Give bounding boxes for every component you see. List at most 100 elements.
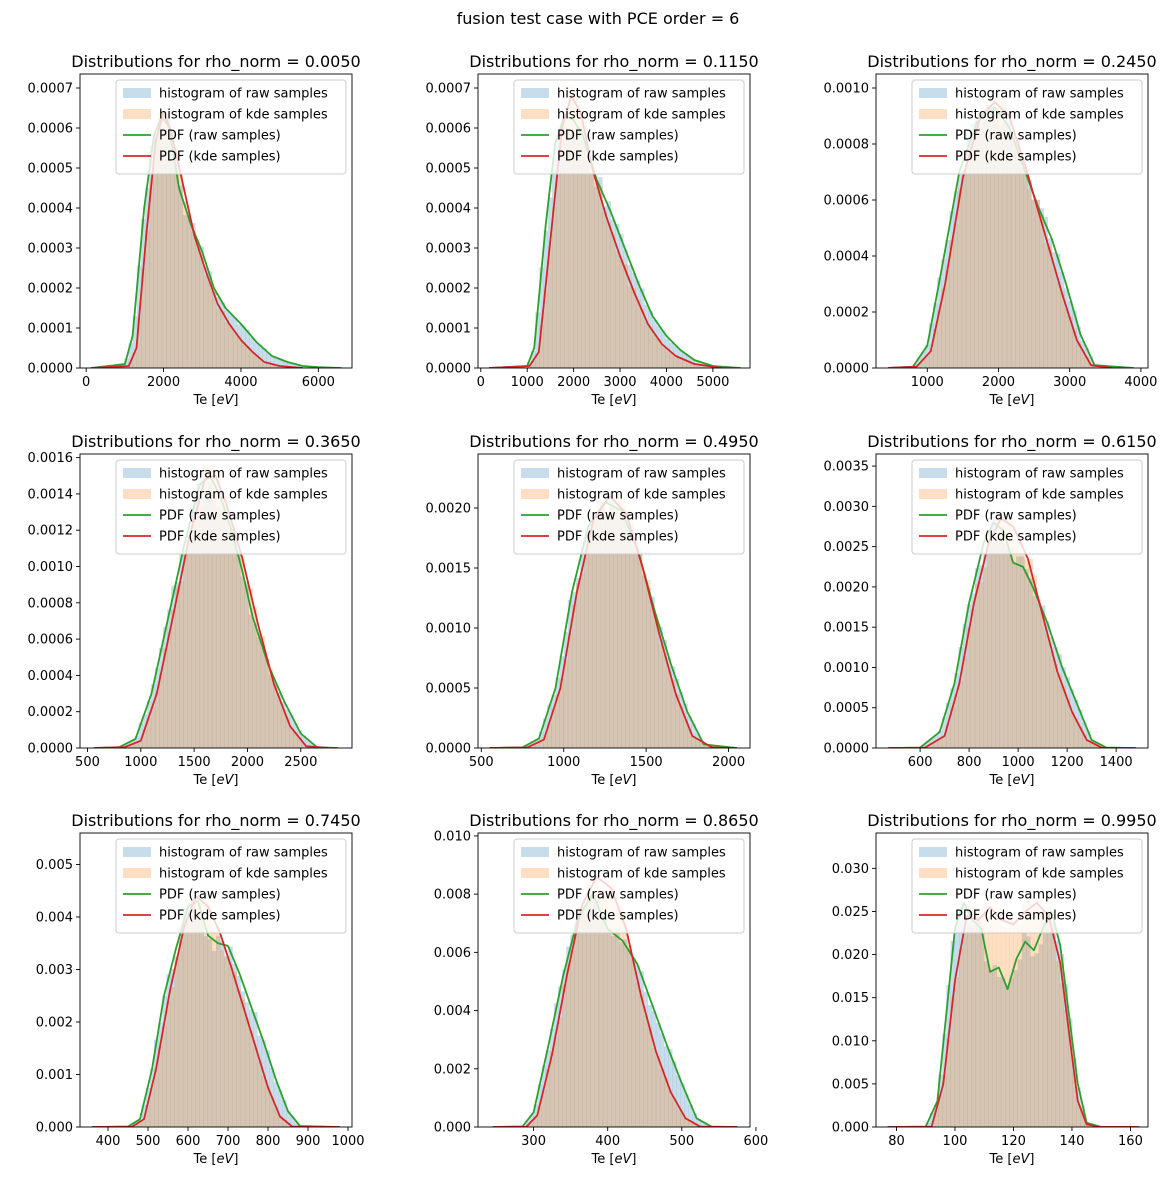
raw-hist-bar	[290, 1116, 295, 1127]
raw-hist-bar	[611, 935, 616, 1127]
x-tick-label: 2000	[231, 755, 264, 770]
kde-hist-bar	[623, 264, 628, 368]
raw-hist-bar	[558, 986, 563, 1127]
y-tick-label: 0.0001	[426, 322, 472, 337]
raw-hist-bar	[178, 927, 184, 1127]
raw-hist-bar	[1047, 238, 1053, 368]
kde-hist-bar	[1023, 167, 1028, 368]
kde-hist-bar	[171, 609, 176, 748]
y-tick-label: 0.0004	[426, 202, 472, 217]
kde-hist-bar	[679, 707, 684, 748]
kde-hist-bar	[643, 1015, 649, 1127]
raw-hist-bar	[273, 682, 278, 748]
kde-hist-bar	[1013, 920, 1018, 1127]
raw-hist-bar	[986, 104, 991, 368]
legend-label: histogram of raw samples	[955, 846, 1124, 861]
legend-label: PDF (kde samples)	[557, 150, 679, 165]
kde-hist-bar	[1060, 291, 1065, 368]
raw-hist-bar	[639, 971, 644, 1127]
raw-hist-bar	[220, 940, 225, 1127]
raw-hist-bar	[1036, 602, 1042, 748]
raw-hist-bar	[282, 1100, 287, 1127]
raw-hist-bar	[228, 314, 234, 368]
kde-hist-bar	[684, 1118, 689, 1127]
raw-hist-bar	[191, 899, 196, 1127]
kde-hist-bar	[639, 994, 644, 1127]
pdf-raw-line	[887, 901, 1140, 1127]
raw-hist-bar	[178, 185, 184, 368]
raw-hist-bar	[535, 312, 540, 368]
legend-label: histogram of raw samples	[557, 87, 726, 102]
raw-hist-bar	[1035, 199, 1040, 368]
kde-hist-bar	[665, 348, 670, 368]
raw-hist-bar	[1057, 654, 1062, 748]
legend-raw-hist-swatch	[919, 468, 947, 478]
kde-hist-bar	[289, 727, 294, 748]
raw-hist-bar	[207, 481, 213, 748]
x-tick-label: 800	[957, 755, 982, 770]
kde-hist-bar	[261, 1075, 266, 1127]
kde-hist-bar	[582, 906, 587, 1127]
raw-hist-bar	[606, 201, 612, 368]
legend: histogram of raw samples histogram of kde…	[513, 459, 745, 555]
raw-hist-bar	[167, 609, 172, 748]
kde-hist-bar	[191, 231, 196, 368]
raw-hist-bar	[584, 528, 589, 748]
raw-hist-bar	[158, 1022, 163, 1127]
raw-hist-bar	[1027, 179, 1032, 368]
kde-hist-bar	[253, 354, 259, 368]
raw-hist-bar	[602, 206, 607, 368]
kde-hist-bar	[647, 1026, 653, 1127]
y-tick-label: 0.0025	[824, 540, 870, 555]
kde-hist-bar	[924, 355, 930, 368]
raw-hist-bar	[615, 929, 620, 1127]
raw-hist-bar	[945, 240, 950, 368]
kde-hist-bar	[216, 925, 221, 1127]
kde-hist-bar	[167, 631, 172, 748]
y-tick-label: 0.0004	[28, 202, 74, 217]
raw-hist-bar	[1009, 977, 1014, 1127]
kde-hist-bar	[970, 609, 976, 748]
kde-hist-bar	[619, 260, 624, 368]
kde-hist-bar	[136, 317, 142, 368]
x-tick-label: 1000	[124, 755, 157, 770]
kde-hist-bar	[991, 544, 996, 748]
kde-hist-bar	[995, 515, 1000, 748]
raw-hist-bar	[1005, 986, 1010, 1127]
legend-raw-hist-swatch	[123, 847, 151, 857]
kde-hist-bar	[553, 1036, 559, 1127]
kde-hist-bar	[539, 324, 544, 368]
raw-hist-bar	[1047, 906, 1052, 1127]
raw-hist-bar	[1076, 1087, 1081, 1127]
kde-hist-bar	[556, 169, 561, 368]
kde-hist-bar	[182, 919, 188, 1127]
raw-hist-bar	[933, 1104, 939, 1127]
x-axis-label: Te [eV]	[989, 1152, 1035, 1167]
kde-hist-bar	[1059, 983, 1065, 1127]
kde-hist-bar	[224, 322, 230, 368]
y-tick-label: 0.0006	[28, 122, 74, 137]
kde-hist-bar	[228, 522, 233, 748]
x-tick-label: 6000	[302, 375, 335, 390]
raw-hist-bar	[703, 744, 709, 748]
y-tick-label: 0.0020	[426, 502, 472, 517]
kde-hist-bar	[211, 930, 217, 1127]
kde-hist-bar	[547, 245, 553, 368]
kde-hist-bar	[1009, 913, 1014, 1127]
kde-hist-bar	[578, 906, 583, 1127]
raw-hist-bar	[996, 976, 1002, 1127]
raw-hist-bar	[967, 907, 972, 1127]
raw-hist-bar	[183, 548, 188, 748]
raw-hist-bar	[1069, 688, 1075, 748]
x-tick-label: 1000	[331, 1134, 364, 1149]
raw-hist-bar	[962, 624, 967, 748]
raw-hist-bar	[220, 302, 225, 368]
kde-hist-bar	[592, 512, 597, 748]
raw-hist-bar	[538, 731, 544, 748]
raw-hist-bar	[294, 1122, 299, 1127]
raw-hist-bar	[154, 667, 160, 748]
raw-hist-bar	[655, 1022, 661, 1127]
raw-hist-bar	[582, 906, 587, 1127]
raw-hist-bar	[562, 969, 567, 1127]
kde-hist-bar	[1020, 552, 1025, 748]
